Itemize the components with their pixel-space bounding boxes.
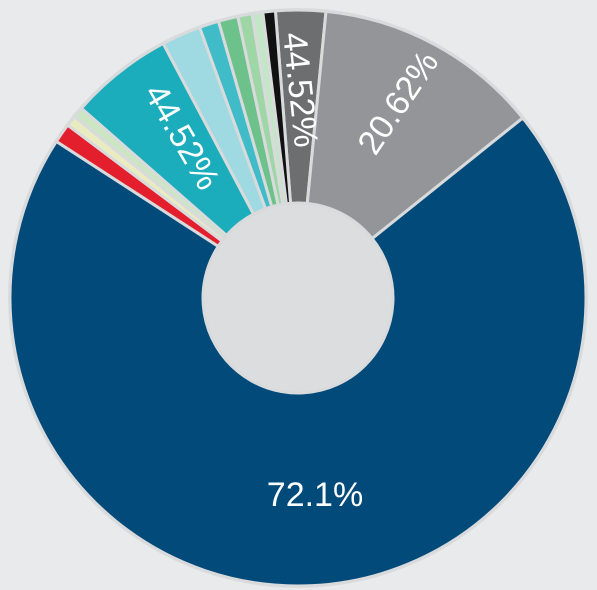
donut-slice — [305, 9, 525, 241]
donut-slice — [261, 9, 293, 206]
slice-label: 72.1% — [267, 476, 363, 514]
donut-slice — [8, 115, 588, 588]
